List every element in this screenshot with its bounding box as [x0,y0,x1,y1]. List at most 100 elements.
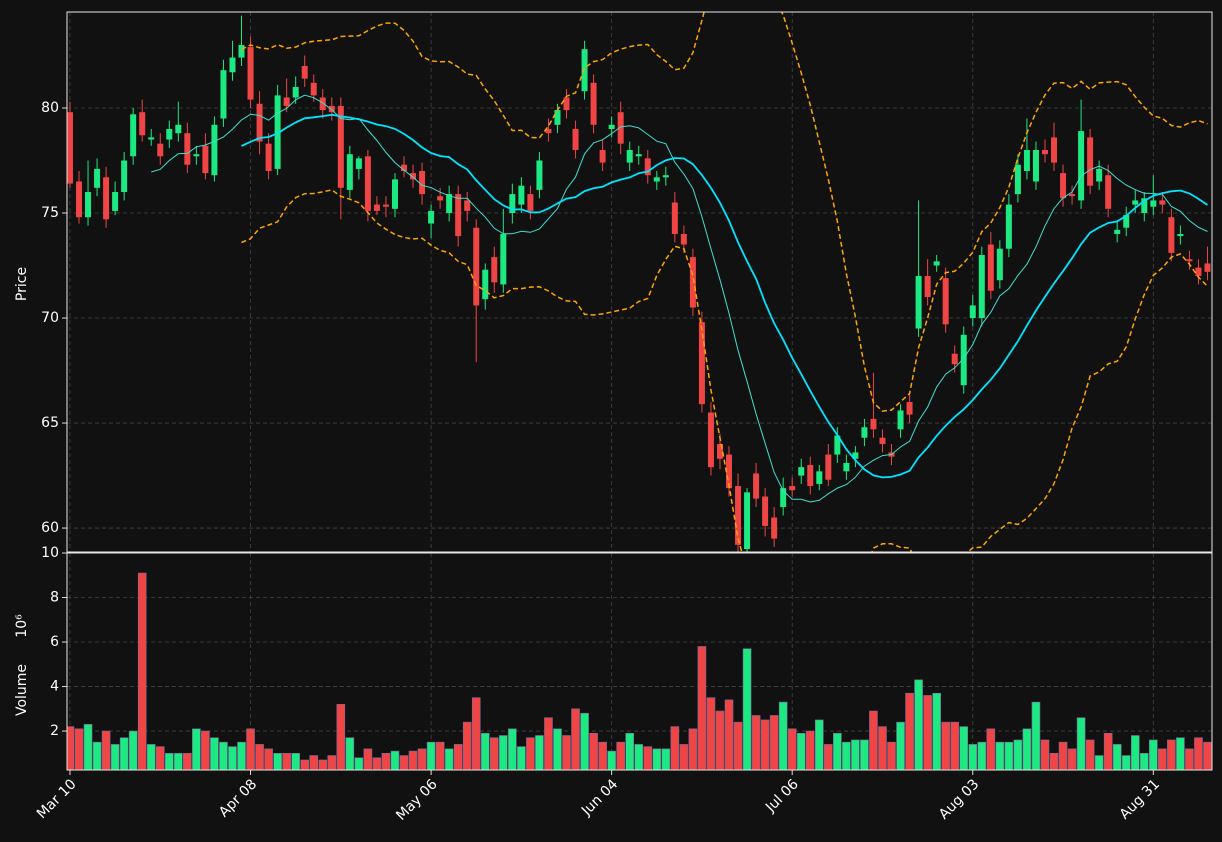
candle-body [554,110,561,125]
volume-bar [860,739,869,770]
volume-bar [706,697,716,770]
candle-body [1114,229,1121,235]
volume-bar [327,755,337,770]
candle-body [933,261,940,266]
candle-body [419,170,426,195]
candle-body [94,168,101,188]
volume-bar [923,695,932,770]
candle-body [960,334,967,386]
volume-bar [264,748,273,770]
candle-body [112,192,119,211]
candle-body [473,227,480,306]
volume-bar [92,741,102,770]
y-tick-label: 8 [50,590,59,606]
volume-bar [417,748,427,770]
volume-bar [760,719,770,770]
volume-bar [1203,741,1212,770]
candle-body [644,158,651,176]
volume-bar [535,735,544,770]
candle-body [599,149,606,163]
volume-bar [183,753,192,770]
candle-body [987,244,994,291]
volume-bar [255,744,264,770]
y-tick-label: 4 [50,679,59,695]
candle-body [283,97,290,106]
volume-bar [471,697,481,770]
candle-body [1186,259,1193,262]
candle-body [401,164,408,171]
volume-bar [273,753,282,770]
volume-bar [968,744,978,770]
candle-body [563,97,570,111]
volume-bar [959,726,969,770]
candle-body [996,248,1003,281]
candle-body [1177,234,1184,237]
candle-body [978,255,985,319]
candle-body [689,257,696,308]
candle-body [1123,215,1130,228]
candle-body [1014,164,1021,195]
candle-body [1078,131,1085,201]
volume-bar [833,732,842,770]
volume-bar [246,728,255,770]
candle-body [391,179,398,209]
candle-body [572,128,579,150]
volume-bar [742,648,752,770]
volume-bar [1112,744,1122,770]
y-tick-label: 70 [41,310,59,326]
candle-body [924,276,931,298]
candle-body [1195,267,1202,277]
candle-body [581,49,588,92]
candle-body [1204,263,1211,272]
volume-bar [354,757,364,770]
candle-body [1005,204,1012,249]
candle-body [1051,137,1058,163]
y-tick-label: 75 [41,205,59,221]
volume-bar [318,759,328,770]
candle-body [410,173,417,180]
y-tick-label: 6 [50,634,59,650]
volume-bar [544,717,553,770]
volume-bar [408,750,418,770]
volume-bar [589,732,598,770]
volume-bar [697,646,707,770]
volume-bar [1022,728,1032,770]
volume-bar [553,728,562,770]
candle-body [509,194,516,214]
candle-body [545,128,552,134]
bollinger-upper [241,12,1208,412]
candle-body [202,145,209,174]
volume-bar [851,739,860,770]
volume-bar [950,721,960,770]
volume-bar [1049,753,1059,770]
volume-bar [1158,748,1167,770]
candle-body [825,454,832,480]
volume-bar [508,728,517,770]
candle-body [807,465,814,487]
volume-bar [941,721,950,770]
candle-body [247,47,254,100]
volume-bar [715,710,725,770]
volume-bar [1176,737,1185,770]
volume-bar [824,744,833,770]
candle-body [1141,198,1148,214]
volume-bar [1121,755,1131,770]
volume-bar [778,701,788,770]
candle-body [726,454,733,489]
volume-bar [1194,737,1203,770]
candle-body [816,471,823,484]
volume-bar [598,741,607,770]
volume-bar [607,750,616,770]
candle-body [861,427,868,438]
candle-body [969,305,976,319]
moving-average [241,113,1209,479]
volume-bar [1139,753,1149,770]
volume-bar [751,715,761,770]
candle-body [220,70,227,119]
candle-body [139,112,146,136]
candle-body [590,82,597,125]
volume-bar [995,741,1005,770]
